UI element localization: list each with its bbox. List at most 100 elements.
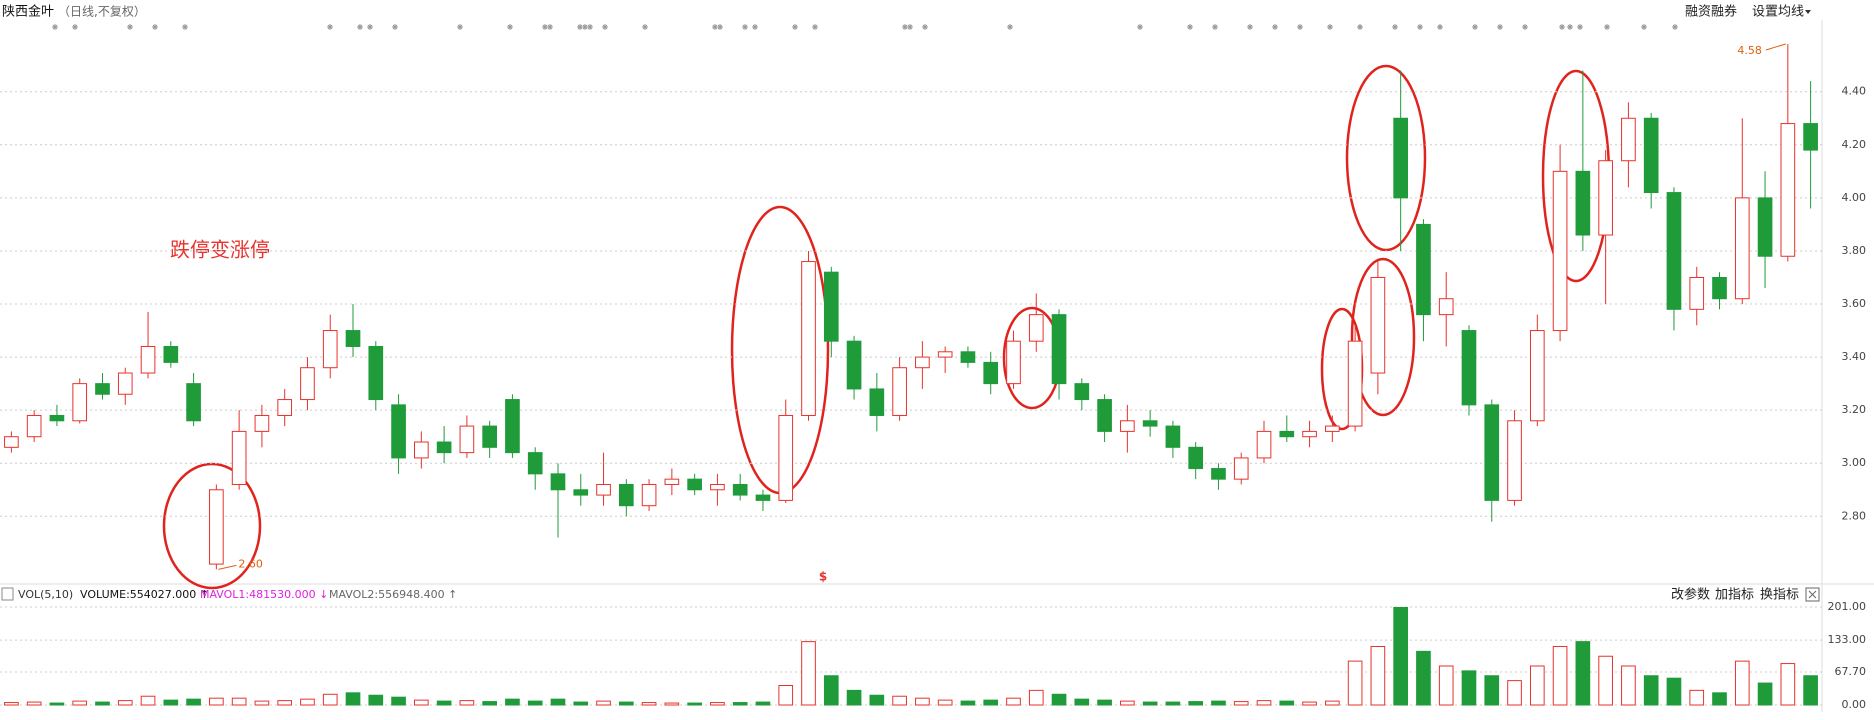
- candle-body: [1416, 223, 1431, 316]
- y-tick-label: 3.40: [1842, 350, 1867, 363]
- event-star: [457, 24, 463, 30]
- candle-body: [436, 441, 452, 454]
- volume-bar: [163, 699, 179, 706]
- volume-bar: [1575, 641, 1591, 706]
- min-label: 2.60: [238, 557, 262, 570]
- candle-body: [755, 494, 771, 501]
- candle-body: [26, 414, 42, 438]
- volume-bar: [823, 675, 839, 706]
- candle-body: [1575, 170, 1591, 236]
- volume-bar: [1302, 701, 1317, 706]
- candle-body: [1621, 117, 1636, 162]
- switch-indicator-button[interactable]: 换指标: [1760, 588, 1799, 603]
- volume-bar: [778, 684, 794, 706]
- candle-body: [1279, 430, 1295, 438]
- y-tick-label: 2.80: [1842, 509, 1867, 522]
- ma-settings-button[interactable]: 设置均线: [1752, 5, 1804, 20]
- candle-body: [322, 330, 338, 369]
- volume-bar: [664, 702, 680, 706]
- event-star: [1604, 24, 1610, 30]
- y-tick-label: 201.00: [1828, 600, 1867, 613]
- annotation: 跌停变涨停: [170, 238, 270, 262]
- event-star: [1392, 24, 1398, 30]
- candle-body: [1803, 123, 1818, 151]
- help-icon[interactable]: [1, 587, 14, 601]
- event-star: [367, 24, 373, 30]
- volume-bar: [1006, 697, 1021, 706]
- event-star: [1212, 24, 1218, 30]
- params-button[interactable]: 改参数: [1671, 587, 1710, 603]
- event-star: [1472, 24, 1478, 30]
- mavol2-reading: MAVOL2:556948.400 ↑: [329, 588, 457, 601]
- volume-bar: [550, 698, 566, 706]
- y-tick-label: 133.00: [1828, 633, 1867, 646]
- volume-bar: [732, 702, 748, 706]
- event-star: [1297, 24, 1303, 30]
- event-star: [642, 24, 648, 30]
- y-tick-label: 3.20: [1842, 403, 1867, 416]
- candle-body: [49, 414, 65, 422]
- volume-bar: [1438, 665, 1454, 706]
- candle-body: [1347, 340, 1363, 427]
- candle-body: [1643, 117, 1659, 194]
- candle-body: [846, 340, 862, 390]
- event-star: [72, 24, 78, 30]
- volume-bar: [1279, 700, 1295, 706]
- close-icon[interactable]: [1805, 587, 1820, 602]
- event-star: [1137, 24, 1143, 30]
- vol-reading: VOLUME:554027.000 ↑: [80, 588, 209, 601]
- event-star: [712, 24, 718, 30]
- candle-body: [345, 330, 361, 347]
- event-star: [1247, 24, 1253, 30]
- candle-body: [4, 436, 19, 448]
- event-star: [1577, 24, 1583, 30]
- candle-body: [1484, 404, 1500, 501]
- event-star: [127, 24, 133, 30]
- volume-bar: [892, 695, 907, 706]
- candle-body: [482, 425, 497, 448]
- candle-body: [960, 351, 976, 363]
- candle-body: [1461, 330, 1477, 406]
- event-star: [812, 24, 818, 30]
- event-star: [582, 24, 588, 30]
- candle-body: [1370, 276, 1386, 374]
- event-star: [507, 24, 513, 30]
- volume-bar: [186, 698, 201, 706]
- volume-bar: [49, 702, 65, 706]
- volume-bar: [1734, 660, 1750, 706]
- event-star: [1497, 24, 1503, 30]
- candle-body: [1006, 340, 1021, 385]
- event-star: [547, 24, 553, 30]
- event-star: [602, 24, 608, 30]
- candle-body: [1689, 276, 1705, 310]
- candle-body: [1507, 420, 1522, 501]
- margin-button[interactable]: 融资融券: [1685, 4, 1737, 20]
- candle-body: [254, 414, 270, 432]
- candle-body: [1780, 123, 1796, 257]
- volume-bar: [95, 701, 110, 706]
- candle-body: [140, 345, 156, 374]
- volume-bar: [596, 700, 611, 706]
- candle-body: [459, 425, 475, 454]
- candle-body: [618, 483, 634, 507]
- max-label: 4.58: [1737, 44, 1762, 57]
- candle-body: [687, 478, 702, 491]
- candle-body: [596, 483, 611, 496]
- candle-body: [892, 367, 907, 416]
- candle-body: [527, 452, 543, 475]
- volume-bar: [1803, 675, 1818, 706]
- candle-body: [1666, 192, 1682, 310]
- add-indicator-button[interactable]: 加指标: [1715, 588, 1754, 603]
- volume-bar: [436, 700, 452, 706]
- stock-name: 陕西金叶: [2, 4, 54, 20]
- volume-bar: [1529, 665, 1545, 706]
- candle-body: [641, 483, 657, 507]
- candle-body: [550, 473, 566, 491]
- ellipse: [1350, 257, 1416, 417]
- volume-bar: [1188, 701, 1204, 706]
- close-cross: [1808, 590, 1817, 599]
- candle-body: [505, 399, 520, 454]
- volume-bar: [1712, 692, 1727, 706]
- volume-bar: [1598, 655, 1613, 706]
